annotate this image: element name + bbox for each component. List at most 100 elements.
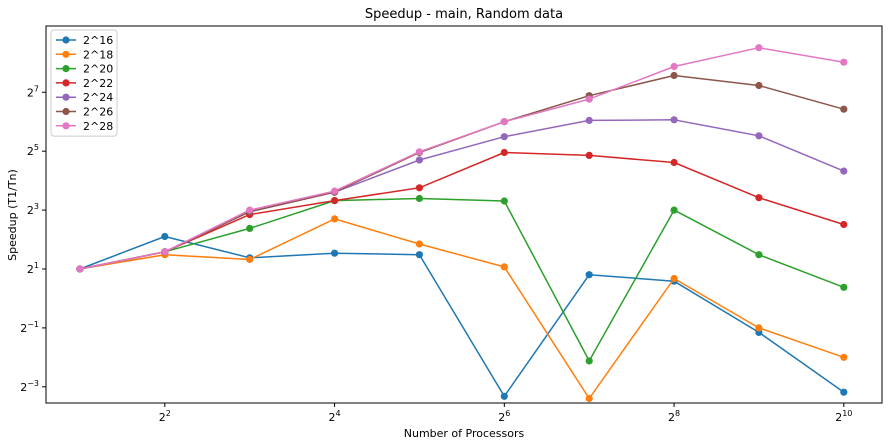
data-point [585, 394, 593, 403]
x-tick-label: 26 [498, 409, 510, 424]
legend-marker [62, 79, 70, 87]
data-point [670, 62, 678, 71]
data-point [755, 251, 763, 259]
x-tick-base: 2 [835, 411, 842, 424]
legend-label: 2^24 [83, 91, 113, 104]
data-point [670, 158, 678, 167]
x-tick-label: 24 [329, 409, 341, 424]
y-tick-exponent: 1 [34, 261, 39, 270]
x-tick-exponent: 4 [336, 409, 341, 418]
x-tick-exponent: 2 [166, 409, 171, 418]
x-tick-exponent: 8 [675, 409, 680, 418]
legend-label: 2^18 [83, 48, 113, 61]
data-point [500, 263, 508, 271]
y-tick-base: 2 [27, 263, 34, 276]
data-point [840, 353, 848, 361]
data-point [331, 187, 339, 195]
data-point [755, 194, 763, 202]
x-tick-label: 22 [159, 409, 171, 424]
legend-entry: 2^26 [56, 106, 113, 119]
y-tick-label: 2−1 [20, 320, 39, 335]
data-point [246, 206, 254, 214]
data-point [755, 324, 763, 332]
data-point [161, 248, 169, 256]
data-point [76, 265, 84, 273]
data-point [670, 71, 678, 80]
data-point [840, 167, 848, 175]
data-point [415, 251, 423, 259]
data-point [415, 240, 423, 248]
data-point [415, 148, 423, 156]
series-line [79, 197, 845, 362]
y-tick-base: 2 [27, 145, 34, 158]
legend-entry: 2^20 [56, 63, 113, 76]
y-tick-base: 2 [20, 322, 27, 335]
data-point [840, 388, 848, 396]
legend-marker [62, 122, 70, 130]
data-point [246, 255, 254, 264]
data-point [840, 283, 848, 291]
data-point [840, 220, 848, 229]
legend-label: 2^26 [83, 106, 113, 119]
x-axis: 22 24 26 28 210 [159, 403, 852, 424]
series-line [79, 218, 845, 400]
x-tick-base: 2 [668, 411, 675, 424]
legend: 2^162^18 2^202^222^24 2^262^28 [50, 29, 118, 137]
y-tick-exponent: 5 [34, 143, 39, 152]
y-tick-label: 21 [27, 261, 39, 276]
x-tick-exponent: 6 [505, 409, 510, 418]
data-point [331, 215, 339, 223]
legend-marker [62, 93, 70, 101]
data-point [585, 151, 593, 159]
y-tick-exponent: 3 [34, 202, 39, 211]
y-tick-base: 2 [20, 381, 27, 394]
data-point [585, 357, 593, 365]
y-tick-label: 27 [27, 84, 39, 99]
data-point [840, 105, 848, 113]
x-tick-base: 2 [159, 411, 166, 424]
data-point [585, 95, 593, 103]
legend-entry: 2^22 [56, 77, 113, 90]
y-tick-label: 23 [27, 202, 39, 217]
x-tick-label: 210 [835, 409, 852, 424]
y-tick-label: 25 [27, 143, 39, 158]
data-point [331, 249, 339, 257]
series-2-pow-28 [76, 44, 848, 273]
data-point [585, 116, 593, 124]
data-point [670, 116, 678, 124]
data-point [415, 156, 423, 164]
legend-label: 2^20 [83, 63, 113, 76]
y-tick-exponent: −1 [27, 320, 39, 329]
y-tick-label: 2−3 [20, 379, 39, 394]
y-tick-exponent: −3 [27, 379, 39, 388]
data-point [331, 197, 339, 205]
data-point [415, 184, 423, 192]
series-line [79, 151, 845, 270]
data-point [500, 118, 508, 126]
series-layer [76, 44, 848, 403]
legend-entry: 2^18 [56, 48, 113, 61]
data-point [500, 197, 508, 205]
data-point [246, 224, 254, 232]
legend-entry: 2^28 [56, 120, 113, 133]
data-point [585, 271, 593, 279]
legend-label: 2^28 [83, 120, 113, 133]
legend-label: 2^16 [83, 34, 113, 47]
data-point [755, 44, 763, 52]
x-tick-base: 2 [329, 411, 336, 424]
data-point [500, 392, 508, 400]
data-point [500, 133, 508, 141]
data-point [840, 58, 848, 66]
data-point [415, 194, 423, 203]
data-point [670, 206, 678, 214]
x-tick-label: 28 [668, 409, 680, 424]
legend-marker [62, 107, 70, 116]
legend-entry: 2^24 [56, 91, 113, 104]
legend-marker [62, 36, 70, 44]
series-line [79, 235, 845, 398]
legend-marker [62, 65, 70, 73]
